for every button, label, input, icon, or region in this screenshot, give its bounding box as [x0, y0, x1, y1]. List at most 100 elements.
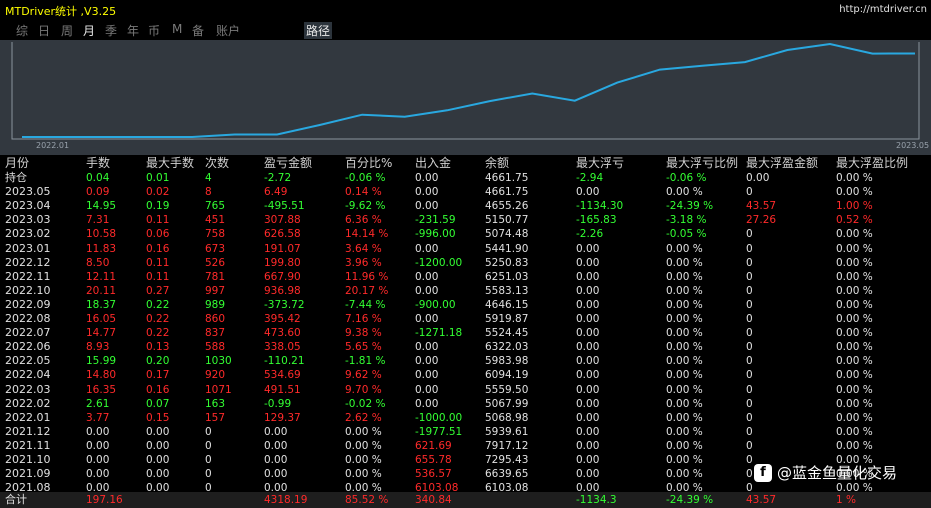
table-cell: -996.00	[415, 228, 456, 241]
table-cell: 0.00	[576, 397, 600, 410]
table-cell: 0.00	[576, 482, 600, 495]
table-cell: 0	[205, 425, 212, 438]
column-header[interactable]: 次数	[205, 156, 230, 170]
tab-2[interactable]: 周	[61, 24, 74, 38]
column-header[interactable]: 最大浮亏比例	[666, 156, 739, 170]
table-cell: 0.00 %	[666, 383, 703, 396]
tab-5[interactable]: 年	[127, 24, 140, 38]
table-cell: 0.14 %	[345, 186, 382, 199]
summary-cell: 197.16	[86, 494, 123, 506]
table-cell: 0.00 %	[836, 242, 873, 255]
table-cell: 0.00	[264, 468, 288, 481]
column-header[interactable]: 最大浮盈金额	[746, 156, 819, 170]
tab-4[interactable]: 季	[105, 24, 118, 38]
column-header[interactable]: 最大手数	[146, 156, 195, 170]
table-cell: 0.20	[146, 355, 170, 368]
table-cell: -0.05 %	[666, 228, 707, 241]
table-cell: 157	[205, 411, 226, 424]
column-header[interactable]: 最大浮亏	[576, 156, 625, 170]
table-cell: 667.90	[264, 270, 301, 283]
table-cell: 0.00 %	[836, 425, 873, 438]
table-cell: 20.17 %	[345, 284, 389, 297]
table-cell: 0	[746, 242, 753, 255]
column-header[interactable]: 最大浮盈比例	[836, 156, 909, 170]
table-cell: 0.11	[146, 214, 170, 227]
table-cell: 0.00 %	[836, 397, 873, 410]
tab-10[interactable]: 路径	[304, 22, 333, 39]
column-header[interactable]: 百分比%	[345, 156, 393, 170]
row-label: 2021.12	[5, 424, 51, 438]
table-cell: 0.00	[86, 454, 110, 466]
table-cell: 0.00 %	[836, 186, 873, 199]
table-cell: 0.00	[415, 313, 439, 325]
table-cell: 673	[205, 242, 226, 255]
table-cell: 3.96 %	[345, 256, 382, 269]
balance-chart: 2022.01 2023.05	[0, 40, 931, 155]
table-cell: 0.00	[264, 454, 288, 466]
tab-6[interactable]: 币	[148, 24, 161, 38]
table-cell: 6639.65	[485, 468, 529, 481]
table-cell: 0.02	[146, 186, 170, 199]
table-cell: 0	[746, 369, 753, 382]
table-cell: 0.00 %	[836, 468, 873, 481]
table-cell: 4655.26	[485, 200, 529, 213]
table-cell: 8.93	[86, 341, 110, 354]
table-cell: 8.50	[86, 256, 110, 269]
table-cell: 3.77	[86, 411, 110, 424]
table-cell: 6322.03	[485, 341, 529, 354]
table-cell: 0	[746, 397, 753, 410]
tab-0[interactable]: 综	[16, 24, 29, 38]
table-cell: 4661.75	[485, 172, 529, 184]
column-header[interactable]: 手数	[86, 156, 111, 170]
table-cell: 0.00 %	[836, 228, 873, 241]
table-cell: 0.00 %	[836, 313, 873, 325]
table-cell: 781	[205, 270, 226, 283]
table-cell: 5441.90	[485, 242, 529, 255]
table-cell: 0.11	[146, 270, 170, 283]
table-cell: 16.35	[86, 383, 117, 396]
row-label: 2021.11	[5, 438, 51, 452]
table-cell: 0.00	[576, 369, 600, 382]
table-cell: 5983.98	[485, 355, 529, 368]
table-cell: 0.00	[576, 242, 600, 255]
table-cell: 0.07	[146, 397, 170, 410]
tab-9[interactable]: 账户	[216, 24, 241, 38]
table-cell: 0.00	[264, 425, 288, 438]
table-cell: 0.19	[146, 200, 170, 213]
column-header[interactable]: 出入金	[415, 156, 452, 170]
table-cell: 0.00 %	[345, 425, 382, 438]
column-header[interactable]: 盈亏金额	[264, 156, 313, 170]
table-cell: 9.62 %	[345, 369, 382, 382]
table-cell: -900.00	[415, 298, 456, 311]
table-cell: 0	[205, 468, 212, 481]
table-cell: -495.51	[264, 200, 305, 213]
table-cell: 0.00 %	[836, 327, 873, 340]
table-cell: 0	[746, 228, 753, 241]
table-cell: 20.11	[86, 284, 117, 297]
table-cell: 0	[746, 313, 753, 325]
tab-3[interactable]: 月	[83, 24, 96, 38]
column-header[interactable]: 余额	[485, 156, 510, 170]
column-header[interactable]: 月份	[5, 156, 30, 170]
table-cell: 0.06	[146, 228, 170, 241]
table-cell: 11.83	[86, 242, 117, 255]
table-cell: 4661.75	[485, 186, 529, 199]
table-cell: 7917.12	[485, 439, 529, 452]
tab-8[interactable]: 备	[192, 24, 205, 38]
row-label: 2022.08	[5, 312, 51, 325]
table-cell: 0.00	[576, 341, 600, 354]
tab-7[interactable]: M	[172, 22, 183, 36]
table-cell: 0.00	[415, 186, 439, 199]
website-link[interactable]: http://mtdriver.cn	[839, 4, 927, 15]
table-cell: 5559.50	[485, 383, 529, 396]
row-label: 2022.02	[5, 396, 51, 410]
equity-line	[22, 42, 916, 138]
table-cell: 307.88	[264, 214, 301, 227]
table-cell: 6094.19	[485, 369, 529, 382]
tab-1[interactable]: 日	[38, 24, 51, 38]
table-cell: 0.00 %	[836, 482, 873, 495]
table-cell: 0.00 %	[836, 256, 873, 269]
table-cell: 0.00 %	[345, 454, 382, 466]
table-cell: -0.02 %	[345, 397, 386, 410]
table-cell: 0	[746, 383, 753, 396]
